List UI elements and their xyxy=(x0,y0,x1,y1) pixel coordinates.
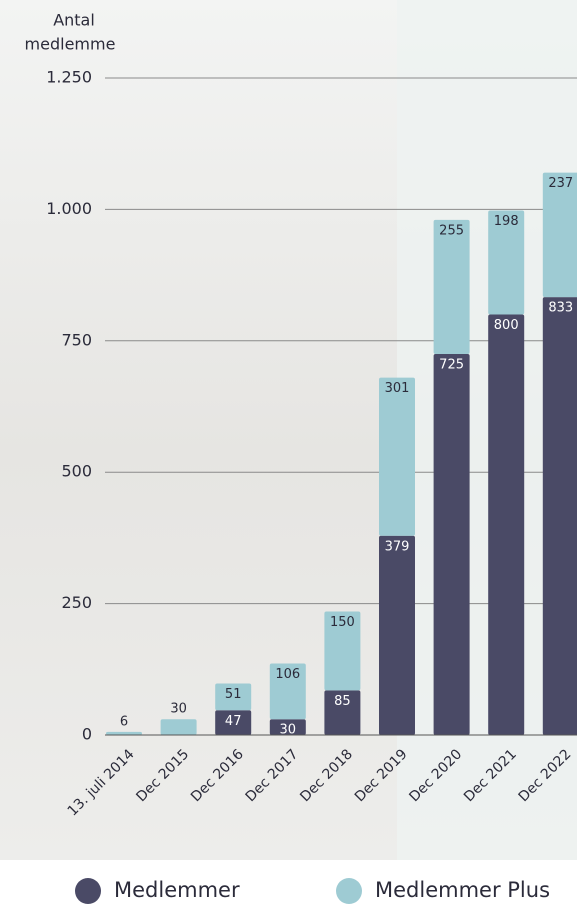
y-label: medlemme xyxy=(25,35,116,54)
legend-label: Medlemmer xyxy=(114,878,240,902)
bar-segment xyxy=(269,719,306,735)
value-label: 51 xyxy=(225,687,242,702)
legend-swatch xyxy=(336,878,362,904)
bar-segment xyxy=(433,353,470,735)
bar-segment xyxy=(215,710,252,735)
y-tick-label: 1.000 xyxy=(46,199,92,218)
bar-segment xyxy=(379,377,415,536)
bar-segment xyxy=(542,172,577,298)
y-tick-label: 250 xyxy=(61,593,92,612)
bar-segment xyxy=(215,683,252,711)
value-label: 47 xyxy=(225,714,242,729)
bar-segment xyxy=(488,314,525,735)
bar-segment xyxy=(269,663,306,720)
value-label: 30 xyxy=(280,723,297,738)
legend-swatch xyxy=(75,878,101,904)
value-label: 833 xyxy=(548,301,573,316)
value-label: 30 xyxy=(170,702,187,717)
value-label: 85 xyxy=(334,694,351,709)
value-label: 379 xyxy=(385,539,410,554)
value-label: 237 xyxy=(548,176,573,191)
bar-segment xyxy=(324,690,361,735)
value-label: 800 xyxy=(494,318,519,333)
bar-segment xyxy=(106,731,142,735)
value-label: 725 xyxy=(439,357,464,372)
bar-segment xyxy=(160,719,197,735)
value-label: 255 xyxy=(439,223,464,238)
legend-label: Medlemmer Plus xyxy=(375,878,550,902)
y-label: Antal xyxy=(53,11,95,30)
bar-segment xyxy=(379,535,415,735)
bar-segment xyxy=(488,210,525,315)
y-tick-label: 1.250 xyxy=(46,68,92,87)
value-label: 198 xyxy=(494,214,519,229)
value-label: 150 xyxy=(330,615,355,630)
y-tick-label: 750 xyxy=(61,330,92,349)
value-label: 6 xyxy=(120,714,128,729)
y-tick-label: 0 xyxy=(82,725,92,744)
value-label: 106 xyxy=(275,667,300,682)
value-label: 301 xyxy=(385,381,410,396)
y-tick-label: 500 xyxy=(61,462,92,481)
bar-segment xyxy=(433,219,470,354)
bar-segment xyxy=(542,297,577,735)
bar-segment xyxy=(324,611,361,691)
